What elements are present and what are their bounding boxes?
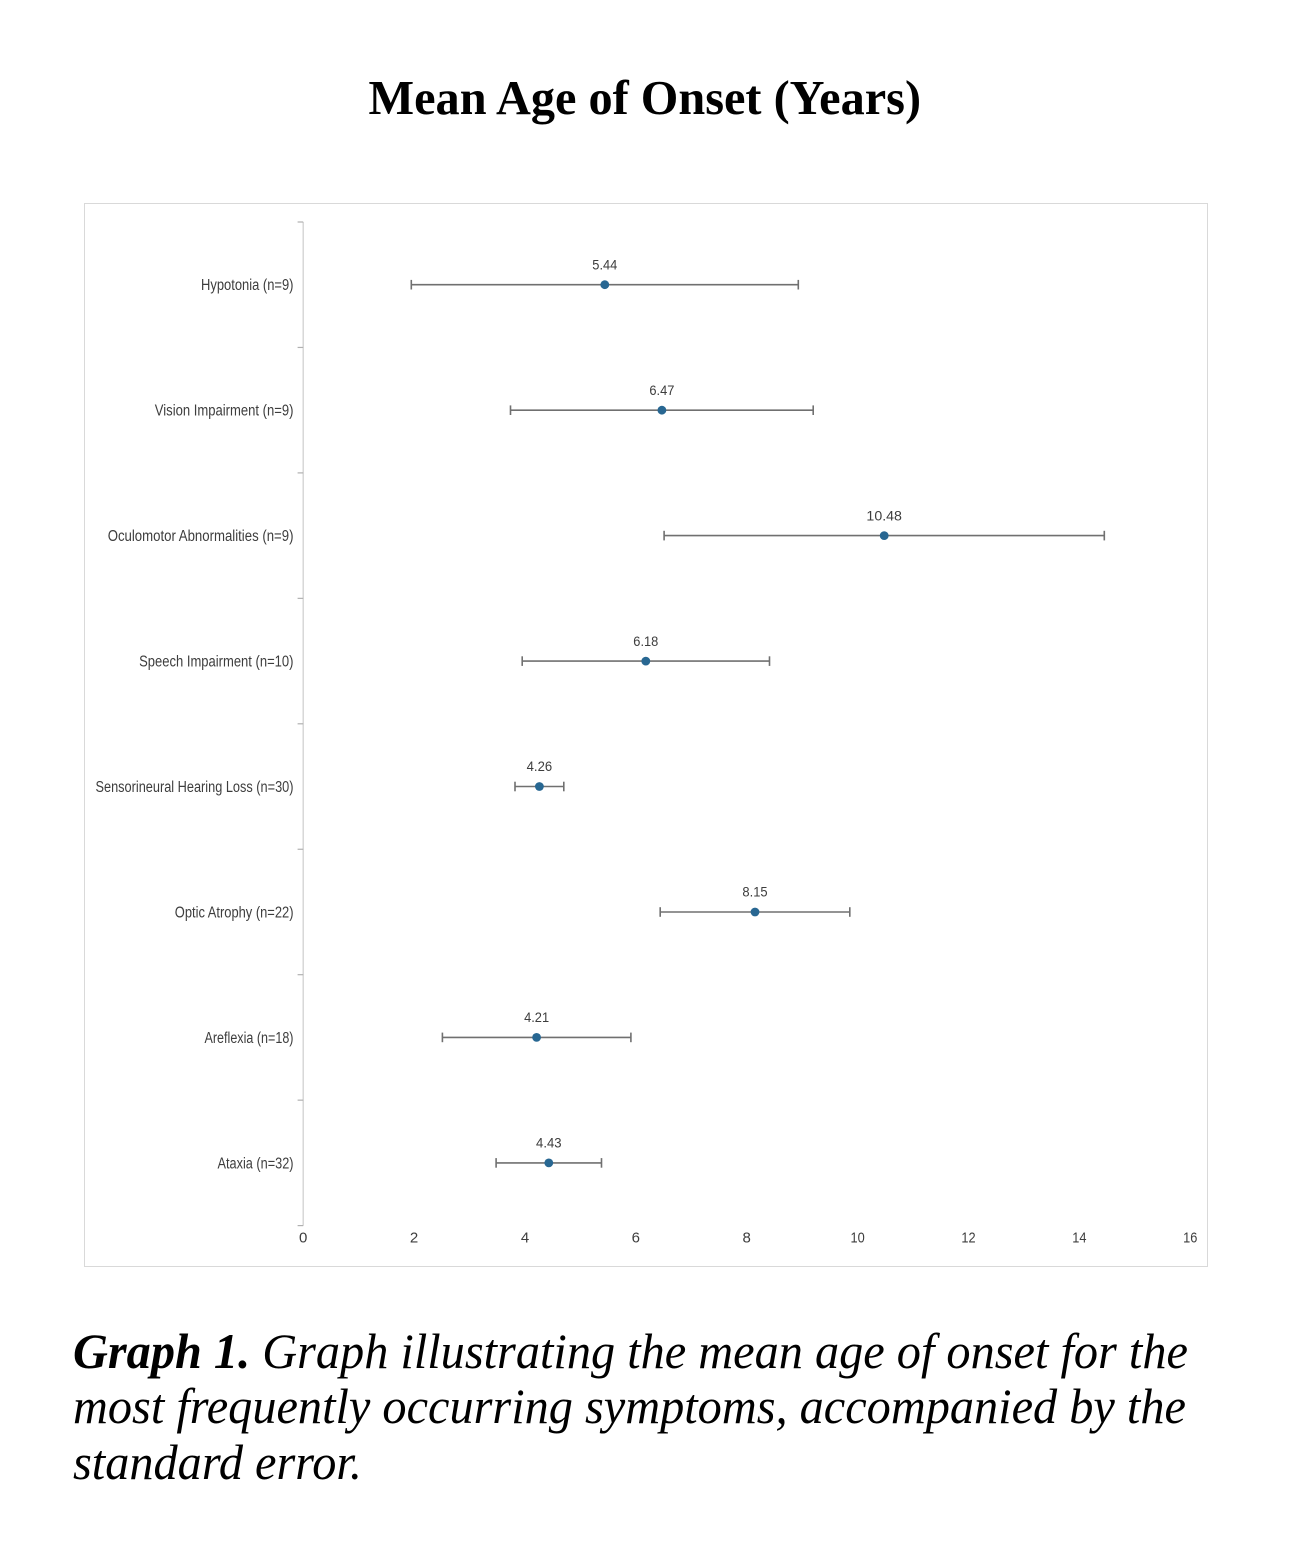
svg-text:Areflexia (n=18): Areflexia (n=18) [205, 1030, 294, 1047]
svg-text:10: 10 [851, 1230, 865, 1247]
svg-text:10.48: 10.48 [866, 507, 902, 523]
svg-text:12: 12 [961, 1230, 975, 1247]
svg-text:4.21: 4.21 [524, 1009, 549, 1025]
svg-text:Hypotonia (n=9): Hypotonia (n=9) [201, 277, 294, 294]
svg-text:Optic Atrophy (n=22): Optic Atrophy (n=22) [175, 904, 294, 921]
svg-text:8.15: 8.15 [742, 884, 767, 900]
svg-text:5.44: 5.44 [592, 256, 617, 272]
svg-text:6.18: 6.18 [633, 633, 658, 649]
svg-text:0: 0 [299, 1230, 307, 1247]
svg-text:14: 14 [1072, 1230, 1086, 1247]
svg-text:6: 6 [632, 1230, 640, 1247]
svg-text:Mean Age of Onset (Years): Mean Age of Onset (Years) [369, 70, 922, 125]
svg-text:4.26: 4.26 [527, 758, 553, 774]
svg-text:4.43: 4.43 [536, 1135, 562, 1151]
svg-text:Ataxia (n=32): Ataxia (n=32) [218, 1155, 294, 1172]
svg-text:2: 2 [410, 1230, 418, 1247]
svg-text:Vision Impairment (n=9): Vision Impairment (n=9) [155, 403, 294, 420]
svg-text:Speech Impairment (n=10): Speech Impairment (n=10) [139, 654, 293, 671]
svg-text:6.47: 6.47 [649, 382, 674, 398]
svg-text:Sensorineural Hearing Loss (n=: Sensorineural Hearing Loss (n=30) [96, 779, 294, 796]
svg-text:16: 16 [1183, 1230, 1197, 1247]
svg-text:Oculomotor Abnormalities (n=9): Oculomotor Abnormalities (n=9) [108, 528, 294, 545]
svg-text:4: 4 [521, 1230, 529, 1247]
svg-text:8: 8 [743, 1230, 751, 1247]
